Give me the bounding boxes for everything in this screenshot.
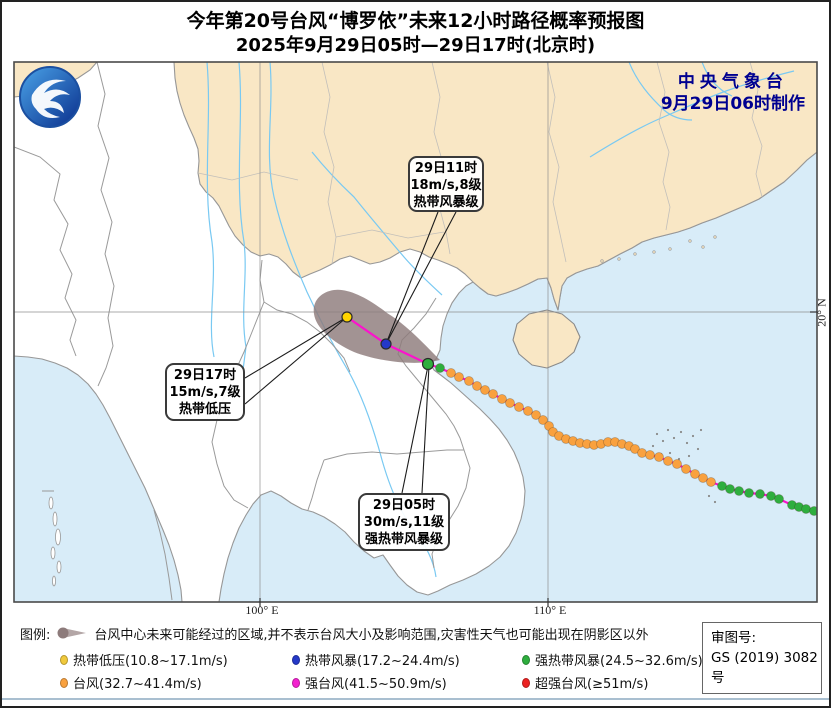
page-title: 今年第20号台风“博罗依”未来12小时路径概率预报图 — [186, 10, 645, 32]
callout-current-05h: 29日05时 30m/s,11级 强热带风暴级 — [358, 493, 450, 551]
track-point — [446, 368, 456, 378]
legend-cone-note: 台风中心未来可能经过的区域,并不表示台风大小及影响范围,灾害性天气也可能出现在阴… — [94, 628, 649, 643]
agency-name: 中央气象台 — [677, 72, 788, 92]
axis-label-110e: 110° E — [533, 603, 567, 617]
track-point — [488, 389, 498, 399]
axis-label-100e: 100° E — [245, 603, 279, 617]
track-point — [744, 488, 754, 498]
legend-item-sty: 强台风(41.5~50.9m/s) — [292, 673, 522, 692]
legend-item-ty: 台风(32.7~41.4m/s) — [60, 673, 292, 692]
track-point — [637, 448, 647, 458]
callout-time: 29日05时 — [372, 498, 436, 513]
track-point — [505, 398, 515, 408]
track-point — [531, 410, 541, 420]
approval-label: 审图号: — [711, 630, 757, 646]
track-point — [454, 372, 464, 382]
page-subtitle: 2025年9月29日05时—29日17时(北京时) — [235, 35, 596, 56]
legend-label: 图例: — [20, 628, 51, 643]
track-point — [725, 484, 735, 494]
callout-forecast-11h: 29日11时 18m/s,8级 热带风暴级 — [408, 156, 484, 212]
legend-item-td: 热带低压(10.8~17.1m/s) — [60, 650, 292, 669]
track-point — [672, 459, 682, 469]
track-point — [698, 473, 708, 483]
callout-wind: 18m/s,8级 — [410, 178, 482, 193]
current-position-point — [421, 357, 435, 371]
approval-value: GS (2019) 3082号 — [711, 650, 818, 686]
track-point — [464, 376, 474, 386]
track-point — [766, 491, 776, 501]
track-point — [654, 452, 664, 462]
axis-label-20n: 20° N — [814, 298, 829, 327]
track-point — [690, 469, 700, 479]
track-point — [523, 406, 533, 416]
legend-item-super-ty: 超强台风(≥51m/s) — [522, 673, 703, 692]
legend-item-ts: 热带风暴(17.2~24.4m/s) — [292, 650, 522, 669]
callout-forecast-17h: 29日17时 15m/s,7级 热带低压 — [165, 363, 245, 421]
legend-item-sts: 强热带风暴(24.5~32.6m/s) — [522, 650, 703, 669]
cma-logo-icon — [18, 65, 82, 129]
track-point — [472, 381, 482, 391]
track-point — [380, 338, 392, 350]
bottom-divider — [2, 698, 829, 700]
cone-icon — [56, 626, 88, 646]
graticule — [14, 62, 817, 602]
map-border — [13, 61, 818, 603]
agency-block: 中央气象台 9月29日06时制作 — [661, 72, 805, 115]
track-point — [663, 456, 673, 466]
track-point — [538, 415, 548, 425]
track-point — [514, 402, 524, 412]
title-block: 今年第20号台风“博罗依”未来12小时路径概率预报图 2025年9月29日05时… — [2, 9, 829, 58]
callout-leader-lines — [244, 211, 457, 494]
callout-category: 热带低压 — [178, 402, 231, 417]
track-point — [681, 464, 691, 474]
track-point — [480, 385, 490, 395]
callout-time: 29日17时 — [173, 368, 237, 383]
callout-wind: 15m/s,7级 — [169, 385, 241, 400]
typhoon-track — [341, 311, 817, 516]
track-point — [341, 311, 353, 323]
small-islands — [42, 235, 717, 587]
super-ty-dot-icon — [522, 677, 530, 688]
track-point — [497, 394, 507, 404]
track-point — [645, 450, 655, 460]
track-point — [809, 506, 817, 516]
probability-cone — [313, 289, 440, 363]
track-point — [755, 489, 765, 499]
track-point — [630, 444, 640, 454]
sty-dot-icon — [292, 677, 300, 688]
callout-category: 强热带风暴级 — [364, 532, 443, 547]
track-point — [801, 504, 811, 514]
callout-category: 热带风暴级 — [413, 195, 479, 210]
callout-wind: 30m/s,11级 — [363, 515, 445, 530]
sts-dot-icon — [522, 654, 530, 665]
callout-time: 29日11时 — [414, 161, 478, 176]
axis-ticks — [259, 311, 817, 607]
hainan-island — [512, 309, 581, 369]
ts-dot-icon — [292, 654, 300, 665]
track-point — [435, 363, 445, 373]
track-point — [774, 494, 784, 504]
agency-issue-time: 9月29日06时制作 — [660, 94, 805, 114]
ty-dot-icon — [60, 677, 68, 688]
track-point — [717, 481, 727, 491]
country-borders — [14, 62, 471, 601]
legend-items: 热带低压(10.8~17.1m/s) 热带风暴(17.2~24.4m/s) 强热… — [60, 650, 703, 692]
legend: 图例: 台风中心未来可能经过的区域,并不表示台风大小及影响范围,灾害性天气也可能… — [20, 626, 703, 692]
track-point — [734, 486, 744, 496]
map-approval-number: 审图号: GS (2019) 3082号 — [702, 622, 822, 694]
td-dot-icon — [60, 654, 68, 665]
track-point — [706, 477, 716, 487]
